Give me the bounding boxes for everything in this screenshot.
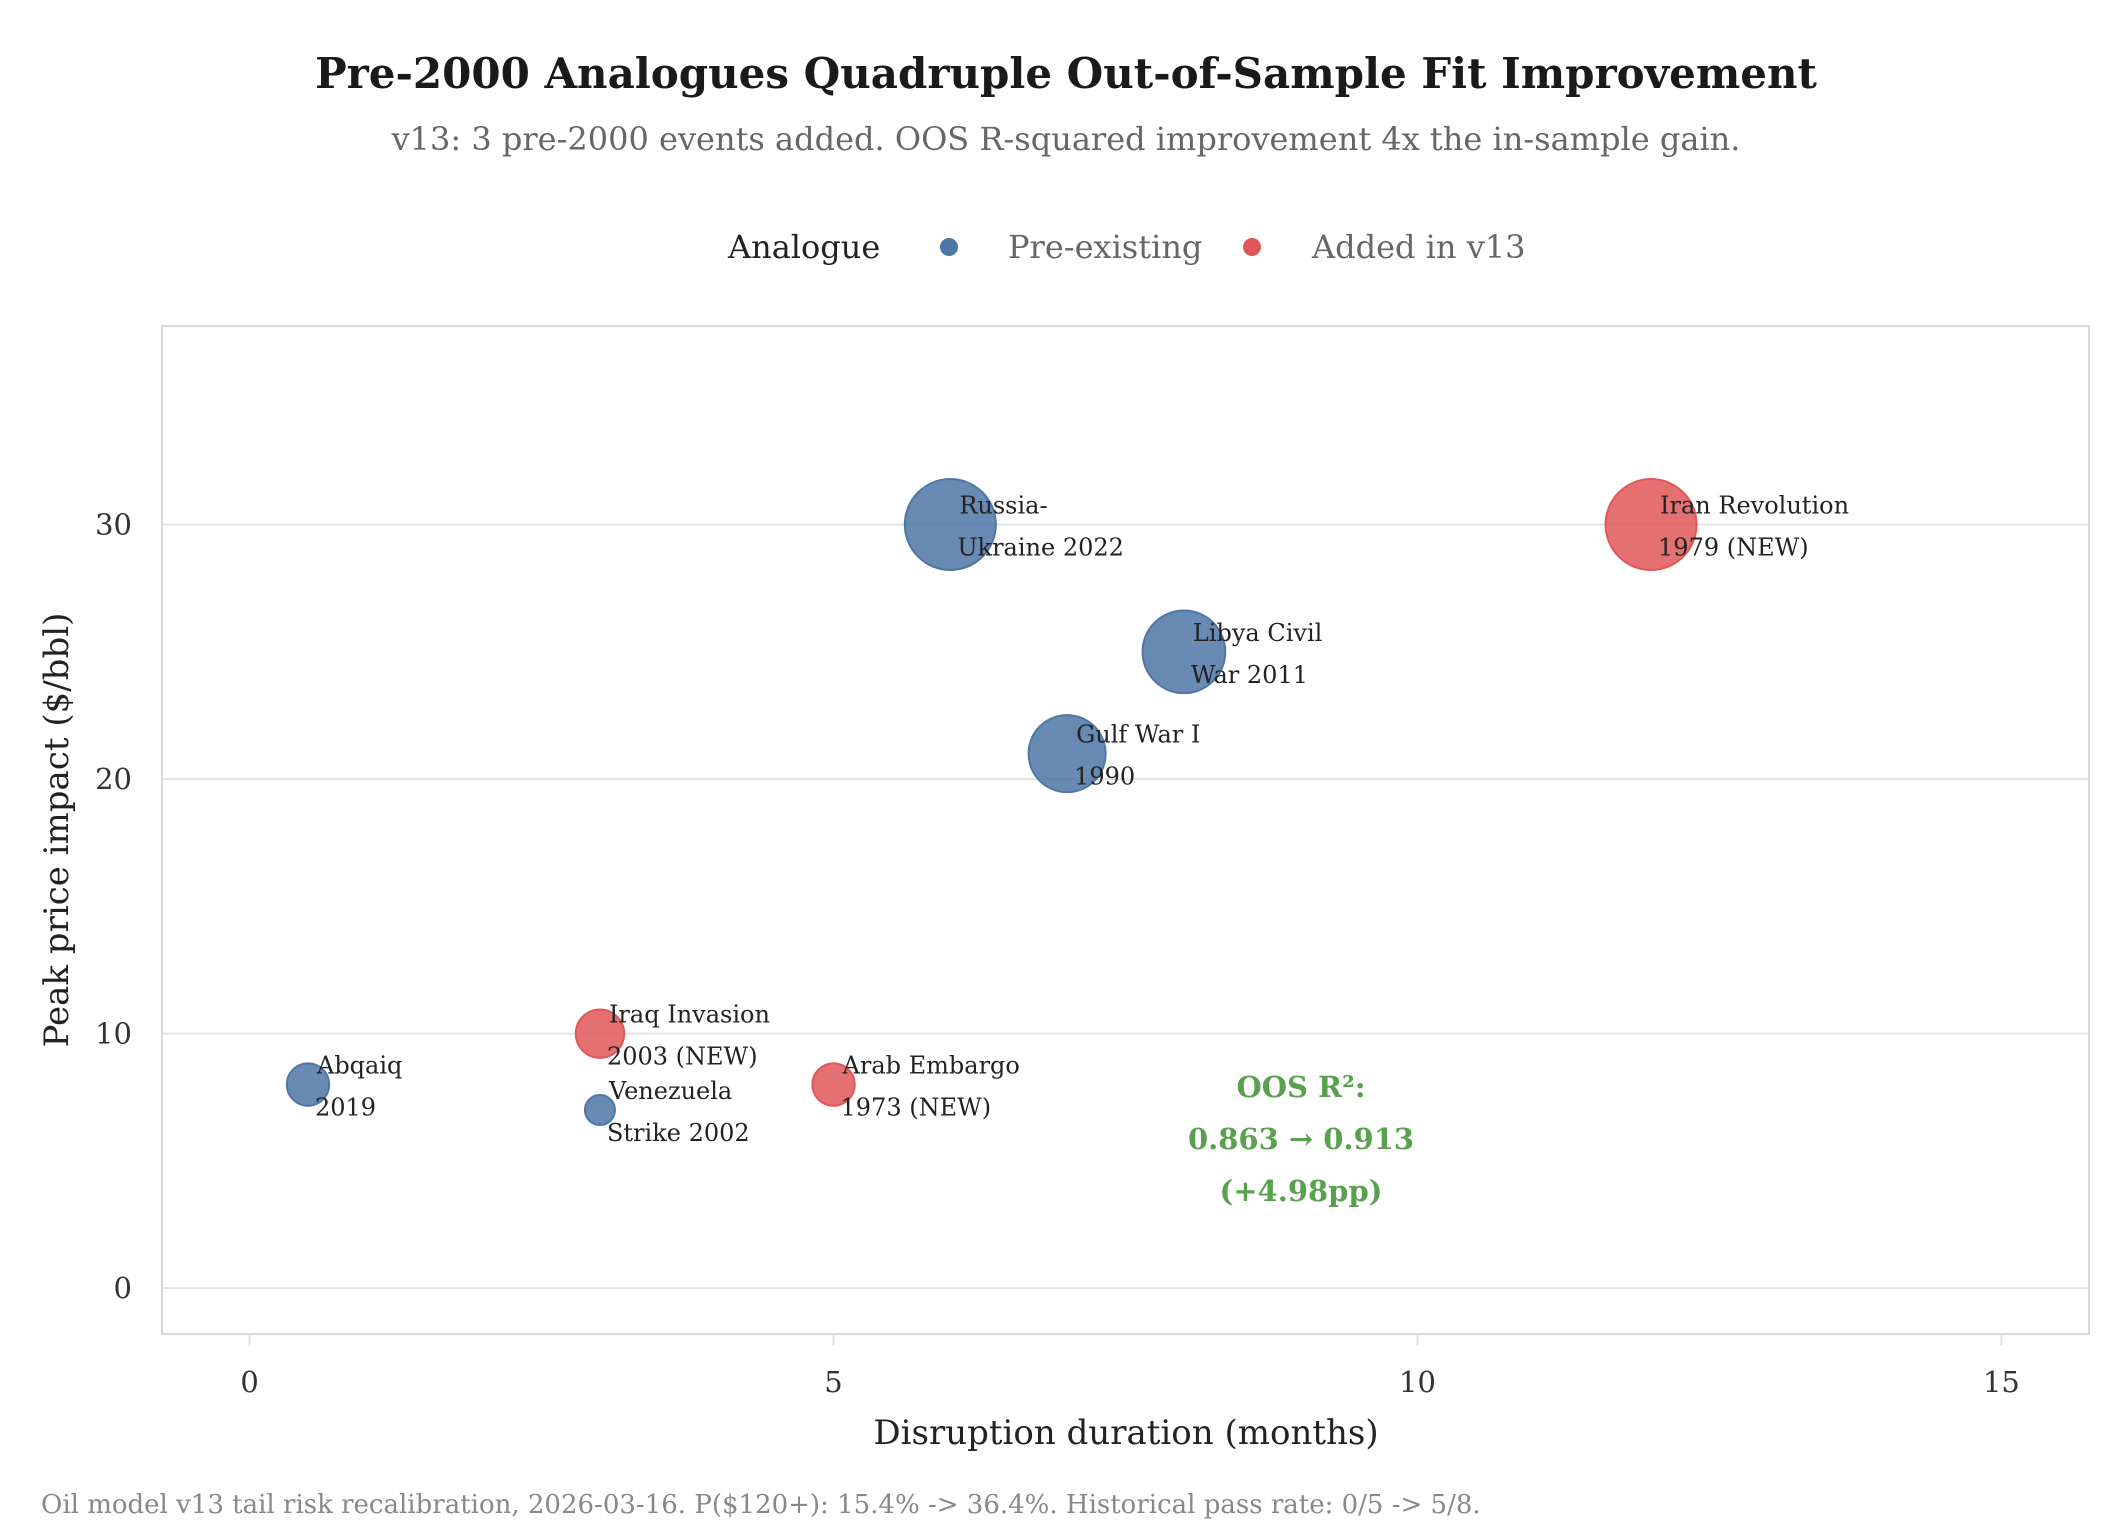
point-marker <box>1027 714 1107 794</box>
chart-caption: Oil model v13 tail risk recalibration, 2… <box>41 1490 1481 1520</box>
annotation-line: (+4.98pp) <box>1220 1174 1383 1208</box>
plot-panel <box>161 325 2090 1335</box>
point-label-line1: Arab Embargo <box>842 1052 1020 1080</box>
y-tick-label: 0 <box>114 1271 132 1305</box>
point-marker <box>903 478 997 572</box>
legend-title: Analogue <box>727 228 880 266</box>
y-tick-label: 30 <box>95 508 132 542</box>
data-point: Venezuela Strike 2002 <box>583 1077 750 1147</box>
data-point: Iraq Invasion 2003 (NEW) <box>574 1001 770 1071</box>
data-point: Gulf War I 1990 <box>1027 714 1200 794</box>
point-label-line1: Iraq Invasion <box>609 1001 770 1029</box>
data-point: Abqaiq 2019 <box>285 1052 402 1122</box>
x-tick-label: 0 <box>240 1365 258 1399</box>
y-tick-label: 20 <box>95 762 132 796</box>
point-marker <box>1141 609 1227 695</box>
y-tick-label: 10 <box>95 1017 132 1051</box>
data-point: Arab Embargo 1973 (NEW) <box>811 1052 1020 1122</box>
point-label-line2: 2019 <box>315 1094 376 1122</box>
point-label-line1: Venezuela <box>608 1077 732 1105</box>
data-points: Abqaiq 2019 Venezuela Strike 2002 Iraq Invas… <box>285 478 1849 1147</box>
point-label-line2: War 2011 <box>1191 661 1308 689</box>
chart-title: Pre-2000 Analogues Quadruple Out-of-Samp… <box>315 49 1817 98</box>
x-tick-label: 5 <box>824 1365 842 1399</box>
legend-marker-pre-existing <box>940 238 958 256</box>
axis-ticks: 0 10 20 30 0 5 10 15 <box>95 508 2020 1399</box>
point-marker <box>583 1094 616 1126</box>
legend-marker-added <box>1243 238 1261 256</box>
chart-subtitle: v13: 3 pre-2000 events added. OOS R-squa… <box>391 120 1741 158</box>
point-label-line2: 2003 (NEW) <box>607 1043 758 1071</box>
y-axis-title: Peak price impact ($/bbl) <box>37 613 77 1048</box>
data-point: Libya Civil War 2011 <box>1141 609 1322 695</box>
legend-label-added: Added in v13 <box>1311 228 1525 266</box>
point-label-line1: Libya Civil <box>1193 619 1322 647</box>
point-label-line1: Gulf War I <box>1076 721 1200 749</box>
annotation-line: OOS R²: <box>1236 1070 1365 1104</box>
point-label-line2: 1973 (NEW) <box>841 1094 992 1122</box>
point-label-line2: Ukraine 2022 <box>957 534 1124 562</box>
data-point: Iran Revolution 1979 (NEW) <box>1604 478 1849 572</box>
point-marker <box>1604 478 1698 572</box>
point-label-line2: Strike 2002 <box>607 1119 750 1147</box>
point-label-line1: Iran Revolution <box>1660 492 1849 520</box>
point-label-line2: 1990 <box>1074 763 1135 791</box>
point-label-line1: Abqaiq <box>316 1052 402 1080</box>
point-marker <box>811 1062 856 1107</box>
point-label-line2: 1979 (NEW) <box>1658 534 1809 562</box>
r2-annotation: OOS R²: 0.863 → 0.913 (+4.98pp) <box>1188 1070 1414 1208</box>
annotation-line: 0.863 → 0.913 <box>1188 1122 1414 1156</box>
legend: Analogue Pre-existing Added in v13 <box>727 228 1525 266</box>
point-marker <box>285 1062 331 1107</box>
x-tick-label: 15 <box>1983 1365 2020 1399</box>
x-tick-label: 10 <box>1399 1365 1436 1399</box>
gridlines <box>163 523 2088 1290</box>
point-label-line1: Russia- <box>959 492 1047 520</box>
x-axis-title: Disruption duration (months) <box>873 1413 1378 1453</box>
data-point: Russia- Ukraine 2022 <box>903 478 1124 572</box>
point-marker <box>574 1008 626 1059</box>
legend-label-pre-existing: Pre-existing <box>1008 228 1202 266</box>
